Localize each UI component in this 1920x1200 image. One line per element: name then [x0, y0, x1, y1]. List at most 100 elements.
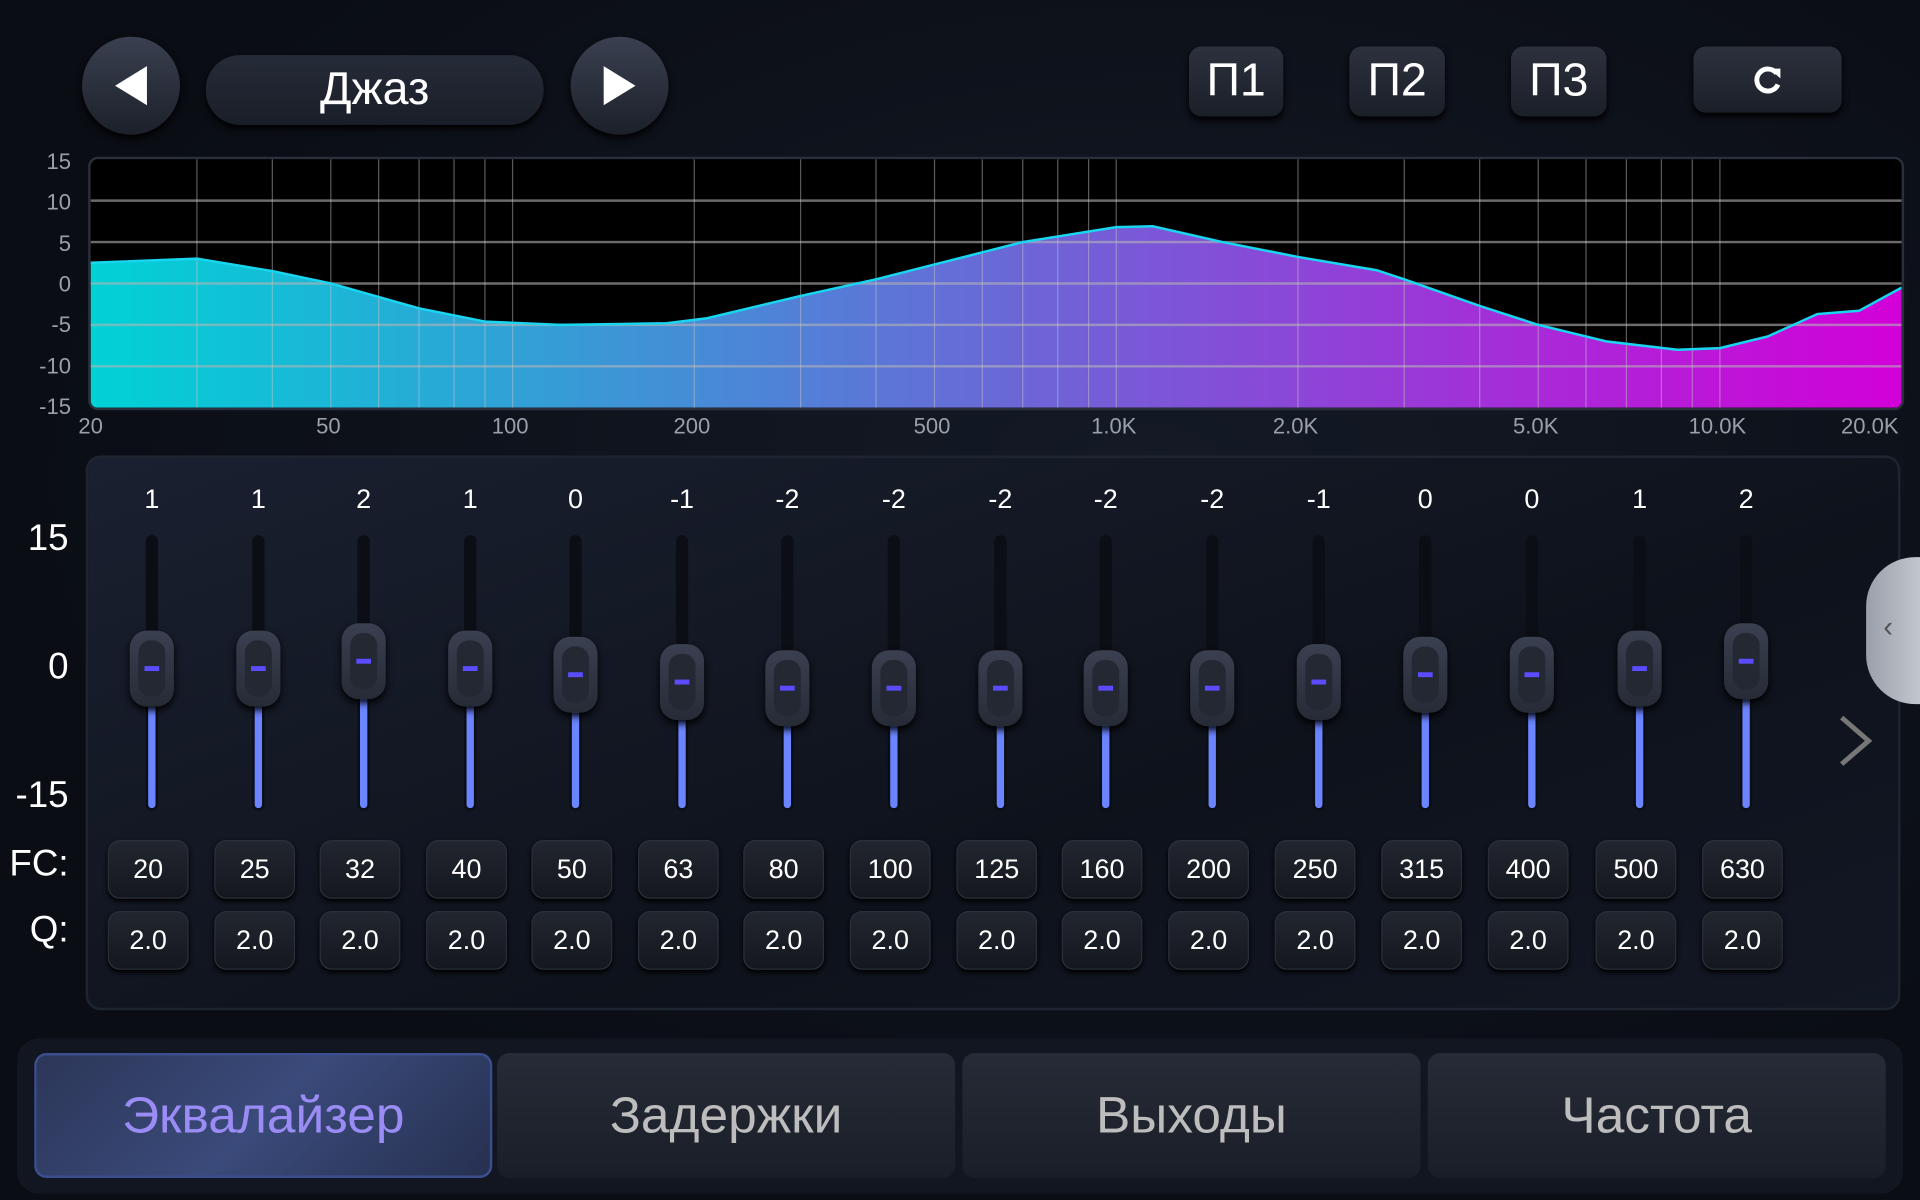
tab-equalizer[interactable]: Эквалайзер	[34, 1053, 493, 1178]
band-gain-value: -2	[775, 483, 800, 515]
band-q-button[interactable]: 2.0	[1381, 911, 1463, 970]
band-slider-fill	[890, 722, 898, 809]
curve-line	[90, 225, 1902, 351]
band-gain-value: -2	[988, 483, 1013, 515]
band-gain-value: 2	[1738, 483, 1754, 515]
band-fc-button[interactable]: 63	[637, 840, 719, 899]
band-slider-fill	[1742, 695, 1750, 809]
reset-button[interactable]	[1693, 46, 1842, 113]
band-slider-fill	[783, 722, 792, 809]
preset-p3-button[interactable]: П3	[1511, 46, 1607, 117]
tab-outputs[interactable]: Выходы	[962, 1053, 1421, 1178]
x-tick-label: 20	[78, 413, 103, 439]
tab-frequency[interactable]: Частота	[1427, 1053, 1886, 1178]
band-slider-fill	[1102, 722, 1110, 809]
band-q-button[interactable]: 2.0	[1702, 911, 1783, 970]
triangle-right-icon	[603, 66, 636, 106]
band-fc-button[interactable]: 250	[1274, 840, 1356, 899]
band-gain-value: 0	[568, 483, 584, 515]
band-gain-value: 2	[356, 483, 372, 515]
band-fc-button[interactable]: 80	[743, 840, 825, 899]
tab-delays[interactable]: Задержки	[497, 1053, 956, 1178]
band-slider-fill	[996, 722, 1005, 809]
band-gain-value: 0	[1417, 483, 1433, 515]
band-fc-button[interactable]: 100	[849, 840, 931, 899]
band-slider-knob[interactable]	[236, 630, 281, 706]
y-tick-label: -15	[39, 394, 72, 419]
band-fc-button[interactable]: 315	[1381, 840, 1463, 899]
band-slider-fill	[678, 715, 686, 809]
band-q-button[interactable]: 2.0	[107, 911, 189, 970]
band-fc-button[interactable]: 20	[107, 840, 189, 899]
band-gain-value: 1	[462, 483, 478, 515]
band-gain-value: -2	[1200, 483, 1225, 515]
band-slider-fill	[254, 702, 263, 809]
band-q-button[interactable]: 2.0	[1595, 911, 1677, 970]
band-fc-button[interactable]: 40	[426, 840, 507, 899]
scale-mid-label: 0	[48, 646, 69, 687]
band-gain-value: -1	[670, 483, 695, 515]
band-slider-knob[interactable]	[1190, 650, 1235, 727]
band-slider-fill	[571, 708, 580, 809]
band-q-button[interactable]: 2.0	[849, 911, 931, 970]
band-q-button[interactable]: 2.0	[214, 911, 296, 970]
band-q-button[interactable]: 2.0	[319, 911, 401, 970]
band-q-button[interactable]: 2.0	[637, 911, 719, 970]
band-q-button[interactable]: 2.0	[1274, 911, 1356, 970]
band-q-button[interactable]: 2.0	[1168, 911, 1249, 970]
band-slider-knob[interactable]	[129, 630, 174, 706]
band-slider-knob[interactable]	[1617, 630, 1662, 706]
band-slider-knob[interactable]	[1403, 636, 1448, 713]
band-fc-button[interactable]: 32	[319, 840, 401, 899]
band-gain-value: -2	[881, 483, 906, 515]
band-slider-knob[interactable]	[1083, 650, 1128, 727]
curve-fill	[90, 226, 1902, 408]
x-tick-label: 200	[673, 413, 711, 439]
band-q-button[interactable]: 2.0	[426, 911, 507, 970]
band-gain-value: 1	[1632, 483, 1648, 515]
band-slider-knob[interactable]	[1296, 643, 1341, 720]
chevron-left-icon: ‹	[1883, 611, 1894, 645]
band-slider-knob[interactable]	[660, 643, 705, 720]
band-q-button[interactable]: 2.0	[1061, 911, 1143, 970]
prev-preset-button[interactable]	[82, 36, 181, 135]
band-slider-knob[interactable]	[341, 623, 386, 700]
preset-name[interactable]: Джаз	[205, 55, 544, 125]
band-slider-fill	[1421, 708, 1429, 809]
chevron-right-icon[interactable]	[1837, 713, 1874, 769]
band-slider-knob[interactable]	[1724, 623, 1769, 700]
preset-p1-button[interactable]: П1	[1188, 46, 1284, 117]
band-fc-button[interactable]: 25	[214, 840, 296, 899]
band-fc-button[interactable]: 160	[1061, 840, 1143, 899]
preset-p2-button[interactable]: П2	[1349, 46, 1445, 117]
band-slider-knob[interactable]	[765, 650, 810, 727]
band-fc-button[interactable]: 400	[1487, 840, 1569, 899]
band-slider-knob[interactable]	[448, 630, 493, 706]
band-fc-button[interactable]: 630	[1702, 840, 1783, 899]
band-slider-fill	[1208, 722, 1216, 809]
band-slider-fill	[1315, 715, 1323, 809]
band-q-button[interactable]: 2.0	[956, 911, 1038, 970]
next-preset-button[interactable]	[570, 36, 669, 135]
side-drawer-handle[interactable]: ‹	[1866, 557, 1920, 705]
x-tick-label: 100	[491, 413, 529, 439]
refresh-icon	[1753, 66, 1780, 94]
band-fc-button[interactable]: 500	[1595, 840, 1677, 899]
band-slider-fill	[1635, 702, 1644, 809]
band-slider-knob[interactable]	[553, 636, 598, 713]
band-slider-knob[interactable]	[1509, 636, 1554, 713]
band-fc-button[interactable]: 125	[956, 840, 1038, 899]
band-q-button[interactable]: 2.0	[743, 911, 825, 970]
band-fc-button[interactable]: 200	[1168, 840, 1249, 899]
band-gain-value: -1	[1306, 483, 1331, 515]
y-tick-label: 5	[58, 230, 72, 256]
band-fc-button[interactable]: 50	[531, 840, 613, 899]
band-q-button[interactable]: 2.0	[1487, 911, 1569, 970]
y-tick-label: 15	[46, 149, 72, 174]
band-q-button[interactable]: 2.0	[531, 911, 613, 970]
band-slider-knob[interactable]	[871, 650, 916, 727]
band-slider-fill	[1528, 708, 1536, 809]
band-slider-knob[interactable]	[978, 650, 1023, 727]
x-tick-label: 2.0K	[1272, 413, 1319, 439]
q-label: Q:	[29, 909, 69, 951]
